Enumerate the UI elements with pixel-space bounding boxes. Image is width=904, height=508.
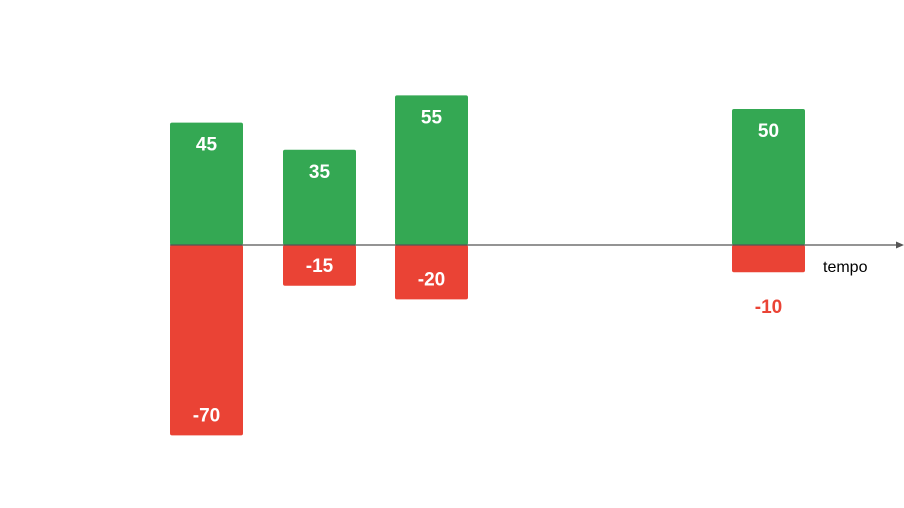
- positive-bar: [283, 149, 356, 245]
- positive-bar-label: 55: [421, 107, 443, 128]
- positive-bar: [395, 95, 468, 246]
- negative-bar-label: -10: [755, 297, 782, 318]
- positive-bar-label: 35: [309, 162, 331, 183]
- negative-bar: [732, 245, 805, 273]
- x-axis-arrow-icon: [896, 241, 904, 249]
- positive-bar: [732, 109, 805, 245]
- x-axis-label: tempo: [823, 259, 868, 276]
- negative-bar: [170, 245, 243, 436]
- negative-bar: [395, 245, 468, 300]
- positive-bar-label: 45: [196, 135, 218, 156]
- positive-bar: [170, 122, 243, 245]
- positive-bar-label: 50: [758, 121, 779, 142]
- axis-layer: tempo: [170, 241, 904, 276]
- negative-bar-label: -20: [418, 269, 445, 290]
- negative-bar-label: -15: [306, 256, 334, 277]
- bars-layer: [170, 95, 805, 436]
- labels-layer: 45 -70 35 -15 55 -20 50 -10: [193, 107, 782, 426]
- negative-bar: [283, 245, 356, 286]
- negative-bar-label: -70: [193, 405, 220, 426]
